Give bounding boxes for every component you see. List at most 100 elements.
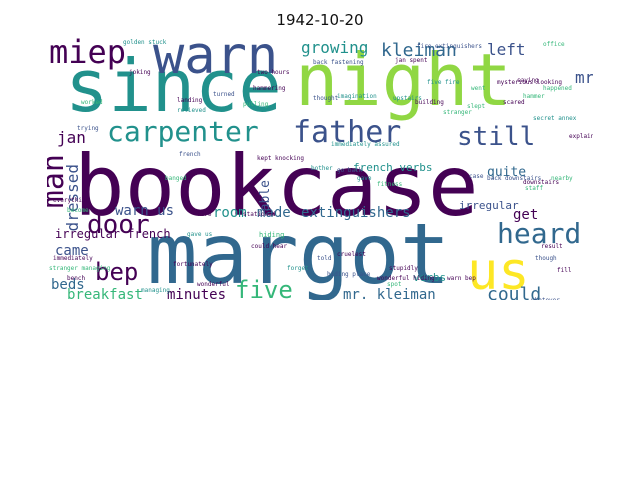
word-worked: worked [81,99,103,106]
word-father: father [293,115,402,150]
word-immediately: immediately [53,255,93,262]
word-two-hours: two hours [257,69,290,76]
word-stranger: stranger [443,109,472,116]
word-pulling: pulling [243,101,269,108]
word-fortunately: fortunately [173,261,213,268]
word-relieved: relieved [177,107,206,114]
word-become: become [67,207,89,214]
word-breakfast: breakfast [67,287,143,300]
word-back-fastening: back fastening [313,59,364,66]
word-made: made [257,205,291,221]
word-fire: fire [197,211,212,218]
word-joking: joking [129,69,151,76]
word-beds: beds [51,277,85,293]
word-hiding: hiding [259,231,285,239]
word-jan: jan [57,128,86,147]
word-office: office [543,41,565,48]
word-growing: growing [301,38,369,57]
word-stationed: stationed [243,211,276,218]
word-mysterious-looking: mysterious-looking [497,79,563,86]
word-quite: quite [487,165,527,180]
word-bench: bench [67,275,86,282]
word-get: get [513,207,539,223]
word-result: result [541,243,563,250]
word-forget: forget [287,265,309,272]
word-fill: fill [557,267,572,274]
word-turned: turned [213,91,235,98]
word-french-verbs: french verbs [353,161,433,174]
word-mr: mr. [575,68,593,87]
word-warn: warn [153,36,279,86]
word-hammer: hammer [523,93,545,100]
word-went: went [471,85,486,92]
word-upstairs: upstairs [393,95,422,102]
word-irregular: irregular [459,199,519,212]
word-spot: spot [387,281,402,288]
word-happened: happened [543,85,572,92]
word-mr-kleiman: mr. kleiman [343,287,436,300]
word-night: night [295,38,512,122]
word-slept: slept [467,103,486,110]
word-kept-knocking: kept knocking [257,155,304,162]
word-fitness: fitness [377,181,403,188]
word-bookcase: bookcase [74,137,479,235]
word-gave: gave [357,175,372,182]
word-banged: banged [165,175,187,182]
word-bother: bother [311,165,333,172]
word-room: room [213,205,247,221]
word-case: case [469,173,484,180]
word-door: door [87,210,150,240]
word-hammering: hammering [253,85,286,92]
word-french: french [179,151,201,158]
word-told: told [317,255,332,262]
word-explain: explain [569,133,593,140]
word-building: building [415,99,444,106]
word-cruelest: cruelest [337,251,366,258]
word-warn-bep: warn bep [447,275,476,282]
word-kleiman: kleiman [381,40,457,61]
word-gave-us: gave us [187,231,213,238]
word-warn-us: warn us [115,203,175,219]
word-still: still [457,122,536,152]
word-left: left [487,40,526,59]
word-wonderful-hiding: wonderful hiding [377,275,435,282]
word-golden-stuck: golden stuck [123,39,167,46]
word-downstairs: downstairs [523,179,560,186]
word-wonderful: wonderful [197,281,230,288]
word-saying: saying [517,77,539,84]
word-thought: thought [313,95,339,102]
word-hiding-place: hiding place [327,271,371,278]
word-everything: everything [53,197,90,204]
word-miep: miep [49,36,127,71]
word-came: came [55,243,89,259]
word-nearby: nearby [551,175,573,182]
word-staff: staff [525,185,544,192]
word-stupidly: stupidly [389,265,418,272]
word-margot: margot [147,205,451,300]
word-immediately-assured: immediately assured [331,141,400,148]
word-landing: landing [177,97,203,104]
word-imagination: imagination [337,93,377,100]
chart-title: 1942-10-20 [276,11,364,29]
word-stranger-managing: stranger managing [49,265,111,272]
word-heard: heard [497,217,582,250]
word-five: five [235,276,293,300]
word-minutes: minutes [167,287,227,300]
word-jan-spent: jan spent [395,57,428,64]
word-could: could [487,284,542,301]
word-trying: trying [77,125,99,132]
word-secret-annex: secret annex [533,115,577,122]
word-managing: managing [141,287,170,294]
word-could-hear: could hear [251,243,288,250]
word-extinguishers: extinguishers [301,205,411,221]
word-since: since [65,44,282,128]
word-bep: bep [95,258,139,286]
word-verbs: verbs [413,271,447,284]
word-though: though [535,255,557,262]
word-irregular-french: irregular french [55,227,171,241]
word-whatever: whatever [531,298,560,301]
word-cloud: bookcase margot since night warn us father carp… [47,36,593,300]
word-five-fire: five fire [427,79,460,86]
word-scared: scared [503,99,525,106]
word-fire-extinguishers: fire extinguishers [417,43,483,50]
